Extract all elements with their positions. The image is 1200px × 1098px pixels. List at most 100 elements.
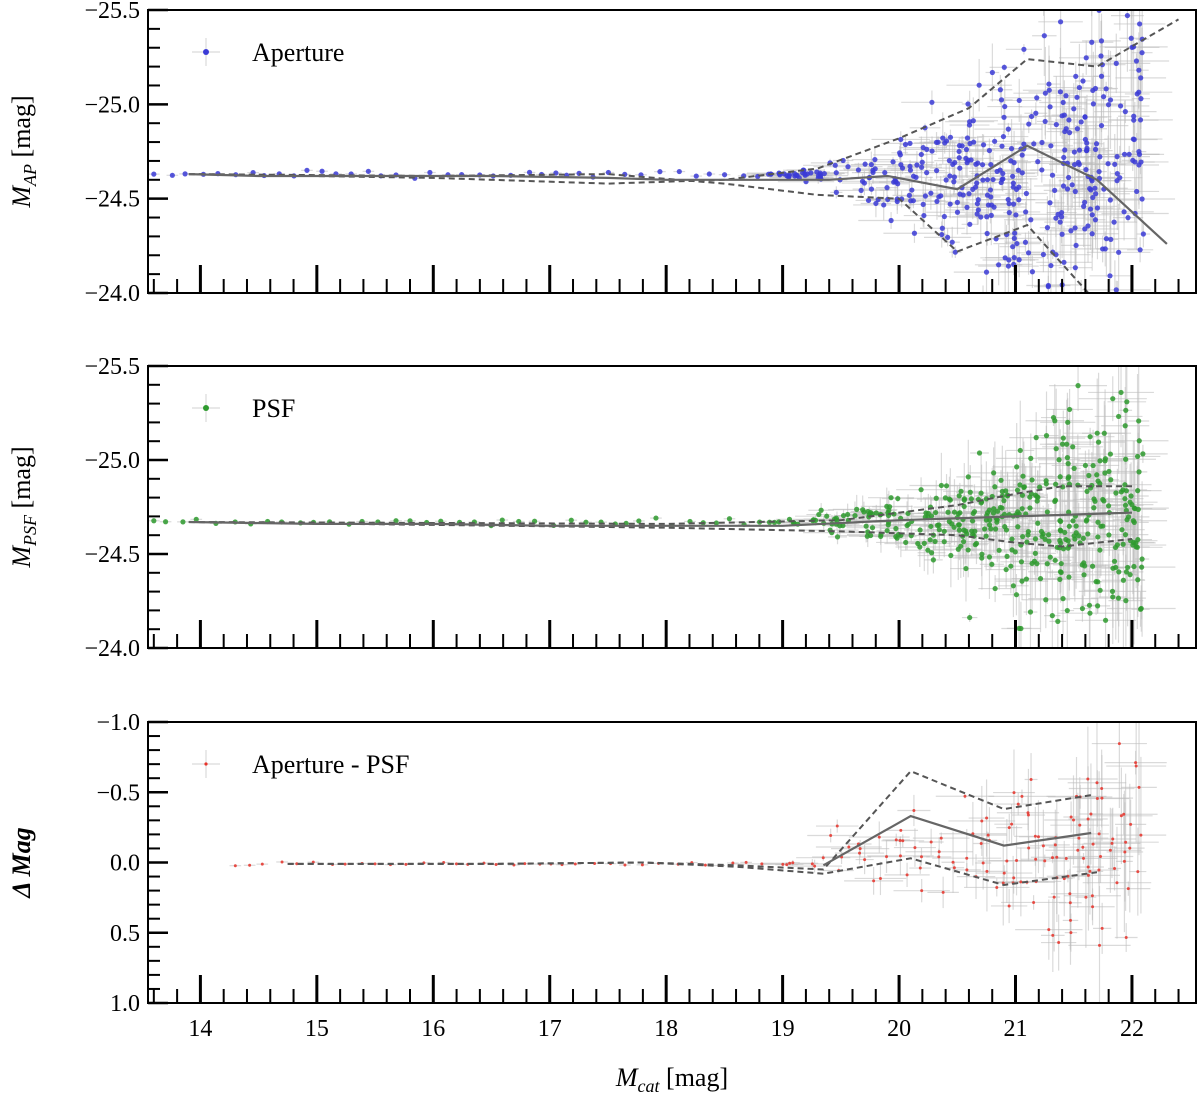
data-point: [951, 524, 957, 530]
data-point: [1113, 490, 1119, 496]
data-point: [1095, 519, 1101, 525]
data-point: [1008, 158, 1014, 164]
data-point: [1016, 197, 1022, 203]
data-point: [1134, 453, 1141, 460]
data-point: [1092, 498, 1098, 504]
data-point: [1070, 444, 1076, 450]
data-point: [1102, 470, 1108, 476]
data-point: [1097, 587, 1103, 593]
data-point: [1118, 389, 1124, 396]
data-point: [865, 197, 872, 204]
data-point: [979, 555, 985, 561]
data-point: [1010, 244, 1016, 250]
data-point: [956, 522, 962, 528]
y-tick-label: −24.5: [84, 187, 140, 213]
data-point: [985, 816, 989, 820]
data-point: [1136, 418, 1142, 424]
data-point: [1084, 488, 1090, 494]
data-point: [1086, 350, 1091, 355]
data-point: [1035, 520, 1041, 526]
data-point: [1130, 542, 1136, 548]
data-point: [1061, 154, 1067, 161]
data-point: [1034, 494, 1040, 500]
y-tick-label: 0.0: [110, 851, 140, 877]
data-point: [1134, 764, 1138, 768]
data-point: [1010, 822, 1014, 826]
data-point: [1131, 113, 1137, 119]
data-point: [1011, 201, 1017, 207]
data-point: [1113, 60, 1119, 66]
data-point: [1124, 12, 1131, 19]
data-point: [1097, 547, 1103, 553]
data-point: [1103, 86, 1109, 92]
data-point: [1089, 231, 1095, 237]
y-tick-label: −24.5: [84, 542, 140, 568]
data-point: [920, 889, 924, 893]
data-point: [1074, 94, 1080, 100]
data-point: [964, 531, 970, 537]
data-point: [1019, 152, 1025, 158]
data-point: [1133, 58, 1140, 64]
data-point: [989, 69, 995, 76]
data-point: [929, 840, 933, 844]
data-point: [816, 511, 822, 518]
data-point: [1125, 215, 1131, 221]
data-point: [1005, 859, 1009, 863]
data-point: [998, 477, 1004, 483]
data-point: [959, 143, 965, 149]
data-point: [951, 860, 955, 864]
data-point: [921, 540, 927, 546]
data-point: [1029, 477, 1035, 483]
data-point: [1076, 848, 1080, 852]
data-point: [1127, 572, 1133, 578]
data-point: [1127, 499, 1133, 505]
data-point: [1037, 576, 1044, 582]
data-point: [1138, 75, 1144, 81]
data-point: [1056, 457, 1062, 463]
data-point: [1041, 33, 1047, 39]
data-point: [1016, 97, 1022, 104]
data-point: [1009, 547, 1015, 553]
data-point: [996, 262, 1002, 268]
data-point: [1079, 562, 1085, 568]
data-point: [1123, 407, 1129, 413]
data-point: [1084, 140, 1090, 146]
data-point: [961, 527, 967, 533]
data-point: [908, 198, 914, 204]
data-point: [918, 151, 924, 158]
data-point: [939, 231, 945, 238]
data-point: [1094, 430, 1100, 436]
data-point: [852, 512, 858, 519]
data-point: [1094, 472, 1100, 478]
data-point: [1098, 38, 1105, 44]
data-point: [1083, 167, 1089, 173]
data-point: [1134, 544, 1140, 550]
data-point: [1089, 39, 1095, 45]
data-point: [1059, 113, 1065, 119]
data-point: [1139, 564, 1145, 570]
data-point: [1026, 811, 1030, 815]
data-point: [1092, 185, 1098, 191]
data-point: [1042, 118, 1048, 125]
data-point: [1059, 231, 1065, 237]
data-point: [1115, 595, 1122, 601]
data-point: [1139, 196, 1145, 202]
x-axis-label-unit: [mag]: [660, 1063, 729, 1092]
data-point: [568, 517, 574, 523]
data-point: [1092, 331, 1097, 336]
y-tick-label: −25.5: [84, 354, 140, 380]
data-point: [1098, 73, 1105, 79]
data-point: [1071, 465, 1077, 471]
data-point: [888, 217, 894, 224]
psf-legend-marker: [203, 405, 209, 411]
difference-axes-frame: [147, 721, 1197, 1004]
data-point: [1116, 413, 1122, 420]
data-point: [1018, 559, 1025, 565]
data-point: [1095, 439, 1102, 445]
data-point: [1090, 194, 1096, 201]
data-point: [975, 197, 981, 203]
data-point: [1015, 524, 1021, 530]
data-point: [1090, 101, 1097, 107]
data-point: [939, 836, 943, 840]
data-point: [1122, 502, 1129, 508]
